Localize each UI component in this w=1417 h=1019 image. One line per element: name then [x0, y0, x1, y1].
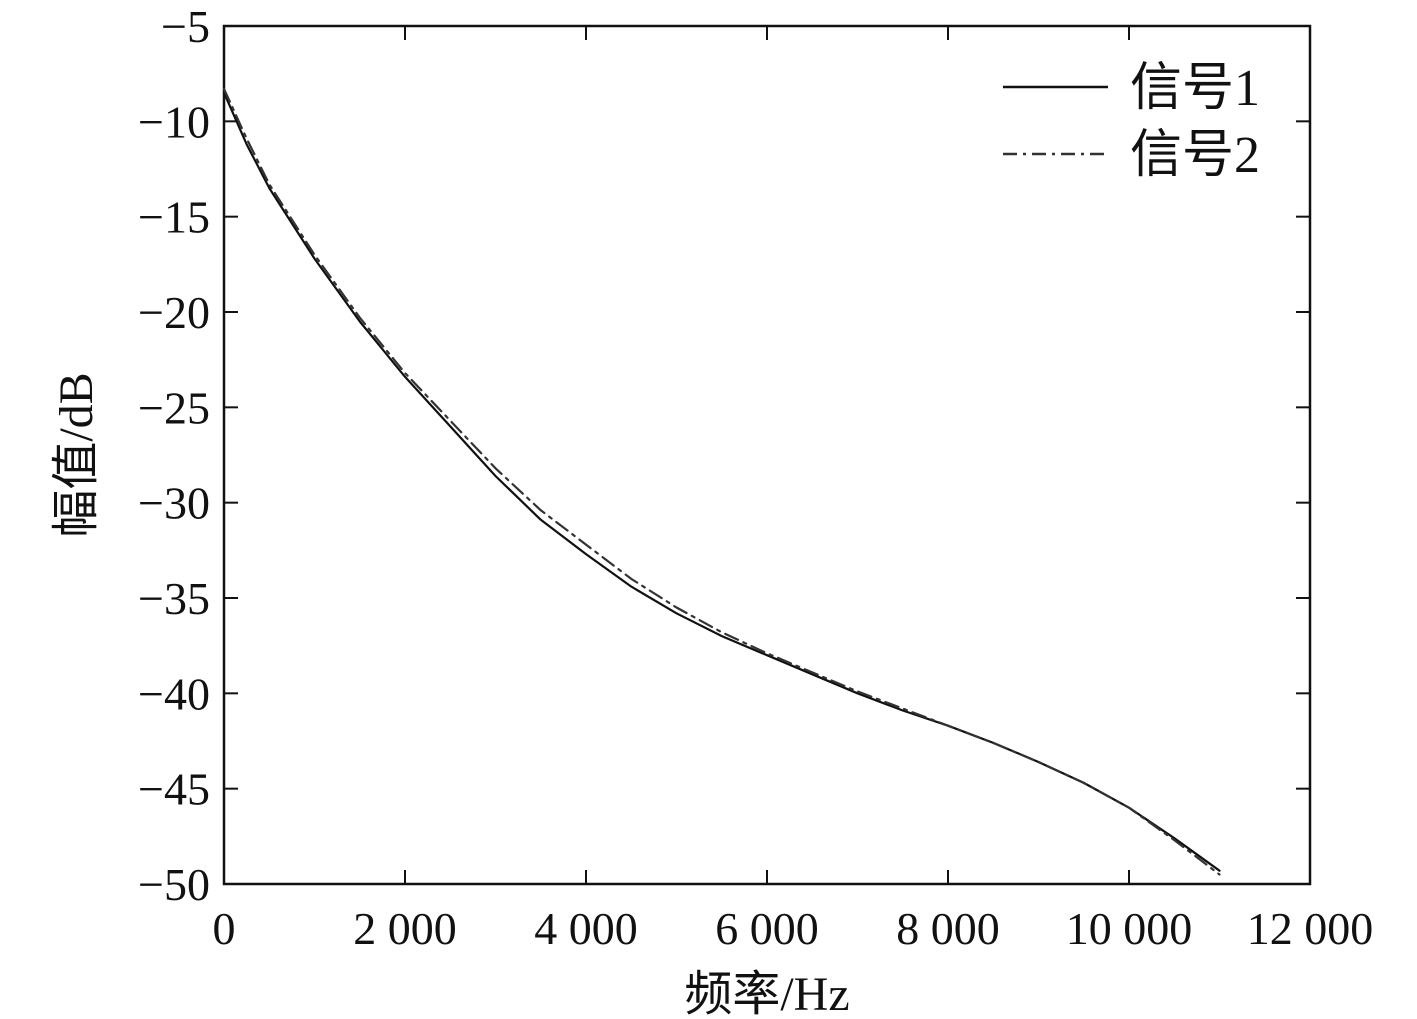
x-tick-label: 12 000 [1247, 903, 1374, 954]
series-line-1 [222, 91, 1221, 872]
x-tick-label: 2 000 [353, 903, 457, 954]
x-tick-label: 0 [213, 903, 236, 954]
legend-label-signal1: 信号1 [1130, 60, 1260, 117]
x-axis: 0 2 000 4 000 6 000 8 000 10 000 12 000 [213, 26, 1374, 954]
y-axis: −5 −10 −15 −20 −25 −30 −35 −40 −45 −50 [138, 1, 1310, 910]
y-tick-label: −50 [138, 859, 210, 910]
y-tick-label: −40 [138, 668, 210, 719]
x-tick-label: 8 000 [896, 903, 1000, 954]
x-tick-label: 6 000 [715, 903, 819, 954]
y-tick-label: −25 [138, 382, 210, 433]
legend-label-signal2: 信号2 [1130, 127, 1260, 184]
y-axis-label: 幅值/dB [50, 372, 103, 537]
series-layer [222, 87, 1221, 876]
y-tick-label: −15 [138, 192, 210, 243]
y-tick-label: −20 [138, 287, 210, 338]
y-tick-label: −35 [138, 573, 210, 624]
x-tick-label: 10 000 [1066, 903, 1193, 954]
y-tick-label: −30 [138, 478, 210, 529]
legend: 信号1 信号2 [1003, 60, 1260, 184]
x-tick-label: 4 000 [534, 903, 638, 954]
y-tick-label: −45 [138, 764, 210, 815]
series-line-2 [222, 87, 1221, 876]
y-tick-label: −10 [138, 96, 210, 147]
x-axis-label: 频率/Hz [684, 968, 849, 1019]
y-tick-label: −5 [161, 1, 210, 52]
